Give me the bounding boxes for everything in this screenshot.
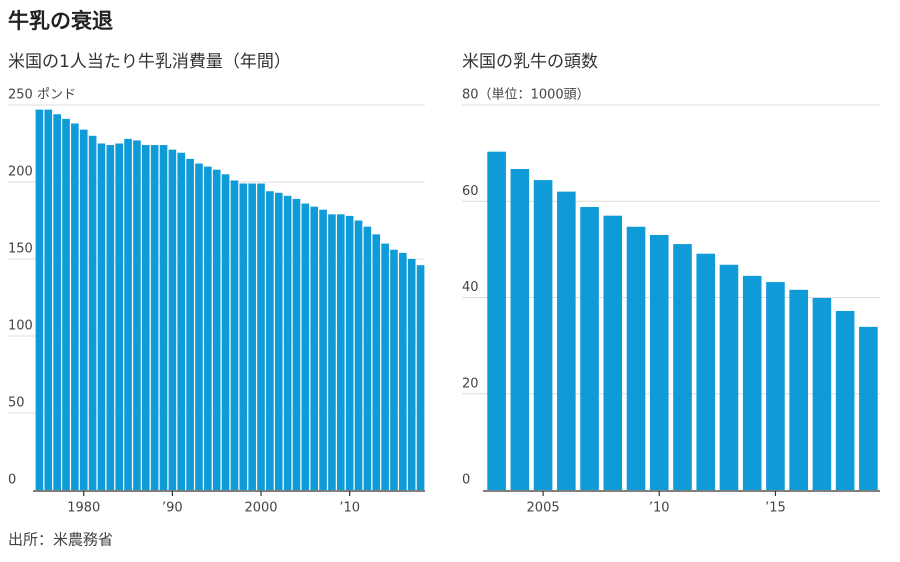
bar — [141, 145, 150, 491]
bar — [97, 143, 106, 490]
bar — [416, 265, 425, 490]
bar — [742, 275, 762, 490]
bar — [195, 163, 203, 490]
bar — [62, 118, 70, 491]
x-tick-label: ’10 — [339, 501, 360, 516]
bar — [106, 145, 115, 491]
bar — [283, 195, 292, 491]
bar — [363, 226, 372, 490]
bar — [133, 140, 141, 491]
bar — [239, 183, 248, 491]
bar — [626, 226, 646, 490]
y-tick-label: 250 ポンド — [8, 88, 76, 103]
bar — [399, 252, 407, 490]
bar — [336, 214, 345, 490]
bar — [53, 114, 61, 491]
y-tick-label: 0 — [8, 473, 16, 488]
bar — [696, 253, 716, 490]
bar — [124, 138, 132, 490]
bar — [328, 214, 336, 490]
bar — [248, 183, 256, 491]
bar — [319, 209, 327, 490]
x-tick-label: ’10 — [649, 501, 670, 516]
bar — [580, 207, 599, 490]
bar — [345, 215, 354, 490]
y-tick-label: 80（単位：1000頭） — [462, 87, 590, 103]
x-tick-label: ’15 — [765, 501, 786, 516]
bar — [221, 174, 230, 491]
bar — [407, 259, 416, 490]
bar — [168, 149, 177, 490]
bar — [44, 109, 53, 491]
bar — [719, 264, 739, 490]
bar — [212, 169, 221, 490]
source: 出所：米農務省 — [8, 531, 113, 549]
bar — [274, 192, 283, 490]
bar — [35, 109, 44, 491]
bar — [71, 123, 79, 490]
y-tick-label: 0 — [462, 473, 470, 488]
bar — [835, 310, 855, 490]
bar — [204, 166, 212, 490]
bar — [115, 143, 124, 490]
x-tick-label: 1980 — [67, 501, 100, 516]
bar — [150, 145, 159, 491]
bar — [673, 244, 692, 490]
chart-title: 米国の1人当たり牛乳消費量（年間） — [8, 52, 291, 72]
y-tick-label: 50 — [8, 396, 25, 411]
x-tick-label: 2005 — [527, 501, 560, 516]
y-tick-label: 20 — [462, 376, 479, 391]
bar — [372, 234, 381, 490]
bar — [186, 158, 194, 490]
bar — [381, 243, 389, 490]
chart-title: 米国の乳牛の頭数 — [462, 52, 598, 72]
x-tick-label: 2000 — [244, 501, 277, 516]
bar — [88, 135, 97, 491]
bar — [812, 297, 832, 490]
page-title: 牛乳の衰退 — [8, 9, 113, 33]
bar — [510, 169, 530, 490]
bar — [177, 152, 186, 491]
bar — [230, 180, 239, 490]
bar — [354, 220, 363, 490]
bar — [266, 191, 274, 491]
bar — [557, 191, 576, 490]
bar — [301, 203, 310, 490]
bar — [159, 145, 168, 491]
bar — [649, 234, 669, 490]
bar — [859, 326, 878, 490]
x-tick-label: ’90 — [162, 501, 183, 516]
bar — [766, 282, 785, 490]
y-tick-label: 100 — [8, 319, 33, 334]
bar — [603, 215, 623, 490]
bar — [390, 249, 398, 490]
y-tick-label: 150 — [8, 242, 33, 257]
bar — [310, 206, 319, 490]
bar — [533, 180, 553, 490]
bar — [789, 289, 808, 490]
y-tick-label: 60 — [462, 184, 479, 199]
bar — [292, 198, 301, 490]
bar — [487, 151, 506, 490]
y-tick-label: 200 — [8, 165, 33, 180]
bar — [257, 183, 265, 491]
bar — [79, 129, 88, 490]
y-tick-label: 40 — [462, 280, 479, 295]
